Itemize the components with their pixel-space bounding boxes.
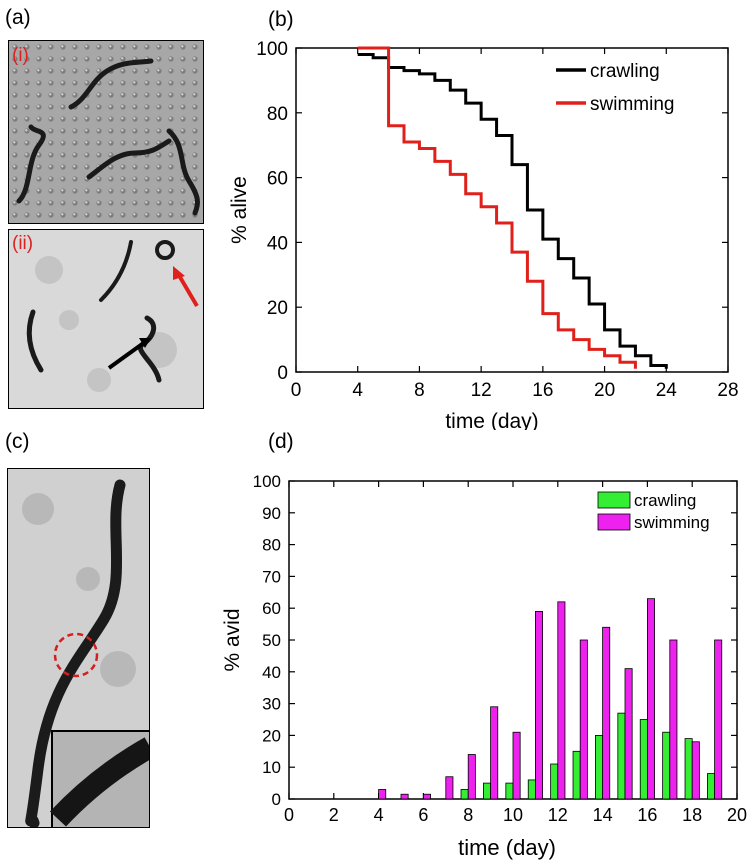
bar-swimming (602, 626, 611, 800)
panel-label-b: (b) (268, 8, 294, 31)
bar-crawling (617, 712, 626, 800)
y-tick-label: 10 (262, 758, 281, 777)
panel-label-d: (d) (268, 430, 294, 453)
series-line-swimming (357, 46, 637, 369)
highlight-circle (53, 632, 99, 678)
y-tick-label: 80 (267, 104, 288, 125)
legend-label-crawling: crawling (590, 61, 660, 82)
x-tick-label: 16 (532, 380, 553, 401)
y-tick-label: 0 (277, 363, 288, 384)
bar-swimming (557, 601, 566, 800)
legend-swatch-crawling (597, 491, 631, 509)
x-tick-label: 20 (594, 380, 615, 401)
bar-swimming (400, 793, 409, 800)
bar-swimming (467, 754, 476, 800)
photo-worm-zoom (7, 468, 150, 828)
red-arrow-icon (175, 270, 199, 308)
bar-swimming (647, 598, 655, 800)
photo-worms-pillar-array: (i) (8, 40, 204, 224)
bar-crawling (550, 763, 559, 800)
x-tick-label: 6 (418, 805, 428, 825)
x-tick-label: 0 (284, 805, 294, 825)
x-tick-label: 8 (414, 380, 425, 401)
y-tick-label: 30 (262, 695, 281, 714)
panel-label-c: (c) (5, 430, 30, 453)
y-axis-label: % alive (228, 176, 251, 244)
bar-swimming (512, 731, 521, 800)
y-tick-label: 90 (262, 504, 281, 523)
x-tick-label: 2 (329, 805, 339, 825)
y-tick-label: 80 (262, 536, 281, 555)
pillar-array-image (9, 41, 203, 223)
x-tick-label: 24 (656, 380, 678, 401)
photo-sublabel-i: (i) (12, 45, 29, 66)
bar-swimming (579, 639, 588, 800)
x-tick-label: 16 (637, 805, 657, 825)
y-tick-label: 20 (262, 726, 281, 745)
x-tick-label: 20 (727, 805, 747, 825)
y-tick-label: 50 (262, 631, 281, 650)
survival-chart: 0 4 8 12 16 20 24 28 0 20 40 60 80 100 time (day) % ali… (228, 39, 739, 430)
y-tick-label: 60 (262, 599, 281, 618)
legend-label-swimming: swimming (634, 513, 710, 532)
bar-crawling (662, 731, 671, 800)
bar-swimming (378, 789, 387, 800)
x-tick-label: 4 (374, 805, 384, 825)
bar-crawling (595, 734, 604, 800)
bar-crawling (707, 773, 716, 800)
x-axis-label: time (day) (458, 835, 556, 860)
legend-swatch-swimming (597, 513, 631, 531)
bar-swimming (445, 776, 454, 800)
x-tick-label: 28 (717, 380, 738, 401)
panel-label-a: (a) (5, 6, 31, 29)
bar-swimming (490, 706, 499, 800)
x-tick-label: 12 (548, 805, 568, 825)
y-tick-label: 100 (256, 39, 288, 60)
y-tick-label: 0 (272, 790, 281, 809)
bar-crawling (505, 782, 514, 800)
black-arrow-icon (107, 340, 147, 370)
worm-zoom-image (8, 469, 149, 827)
x-tick-label: 14 (593, 805, 613, 825)
bar-swimming (422, 793, 431, 800)
bar-swimming (535, 610, 543, 800)
agar-worms-image (9, 230, 203, 408)
y-tick-label: 40 (267, 233, 288, 254)
photo-sublabel-ii: (ii) (12, 233, 34, 254)
bar-crawling (684, 738, 693, 800)
bar-crawling (460, 789, 469, 800)
bar-swimming (624, 668, 633, 800)
x-tick-label: 12 (471, 380, 492, 401)
photo-worms-agar: (ii) (8, 229, 204, 409)
x-tick-label: 0 (291, 380, 302, 401)
x-tick-label: 8 (463, 805, 473, 825)
legend-label-crawling: crawling (634, 491, 696, 510)
y-tick-label: 70 (262, 567, 281, 586)
bar-crawling (639, 719, 648, 800)
x-tick-label: 18 (682, 805, 702, 825)
bar-swimming (714, 639, 723, 800)
bar-swimming (691, 741, 700, 800)
bar-swimming (669, 639, 678, 800)
x-tick-label: 10 (503, 805, 523, 825)
plot-frame (295, 47, 729, 373)
legend-label-swimming: swimming (590, 94, 674, 115)
y-tick-label: 100 (253, 472, 281, 491)
y-axis-label: % avid (221, 608, 244, 671)
avid-behavior-chart: 0 2 4 6 8 10 12 14 16 18 20 0 10 20 30 40 50 60 70 80 90 100 t… (221, 472, 747, 860)
x-tick-label: 4 (352, 380, 363, 401)
bar-crawling (483, 782, 492, 800)
bar-crawling (572, 750, 581, 800)
y-tick-label: 40 (262, 663, 281, 682)
x-axis-label: time (day) (445, 410, 538, 430)
y-tick-label: 60 (267, 169, 288, 190)
bar-crawling (527, 779, 536, 800)
y-tick-label: 20 (267, 298, 288, 319)
series-line-crawling (357, 52, 668, 369)
